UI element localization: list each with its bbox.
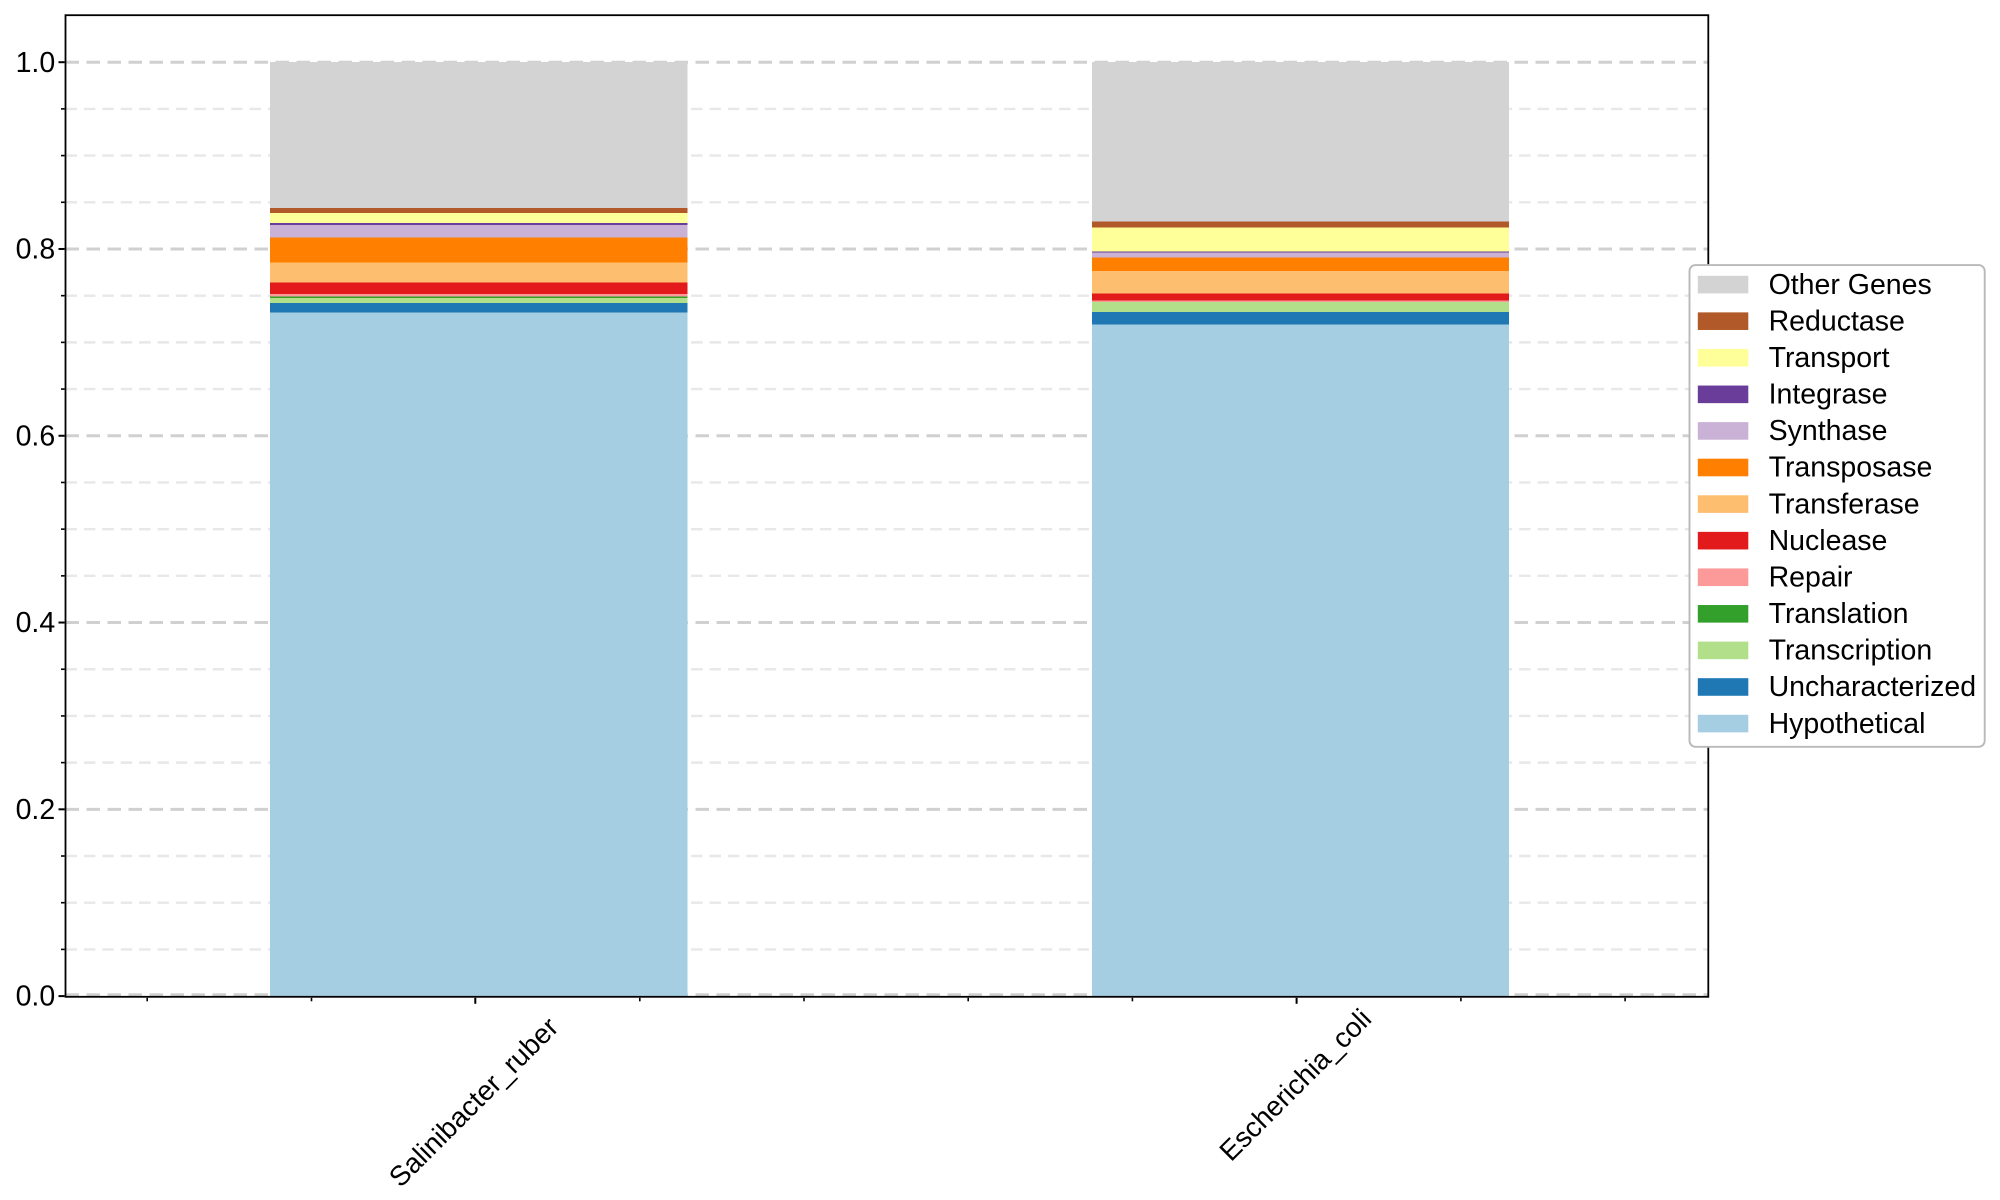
svg-text:Transposase: Transposase xyxy=(1769,452,1933,484)
svg-text:Nuclease: Nuclease xyxy=(1769,525,1888,557)
svg-text:Uncharacterized: Uncharacterized xyxy=(1769,671,1977,703)
svg-text:Transport: Transport xyxy=(1769,342,1890,374)
svg-text:0.0: 0.0 xyxy=(16,981,56,1013)
svg-text:0.2: 0.2 xyxy=(16,794,56,826)
svg-text:Repair: Repair xyxy=(1769,561,1853,593)
svg-text:Hypothetical: Hypothetical xyxy=(1769,708,1926,740)
svg-text:Synthase: Synthase xyxy=(1769,415,1888,447)
svg-text:Translation: Translation xyxy=(1769,598,1909,630)
svg-text:Transcription: Transcription xyxy=(1769,635,1933,667)
svg-text:Transferase: Transferase xyxy=(1769,488,1920,520)
svg-text:Other Genes: Other Genes xyxy=(1769,269,1932,301)
svg-text:Integrase: Integrase xyxy=(1769,379,1888,411)
svg-text:1.0: 1.0 xyxy=(16,47,56,79)
svg-text:0.8: 0.8 xyxy=(16,234,56,266)
svg-text:0.4: 0.4 xyxy=(16,607,56,639)
svg-text:0.6: 0.6 xyxy=(16,420,56,452)
svg-text:Reductase: Reductase xyxy=(1769,305,1905,337)
